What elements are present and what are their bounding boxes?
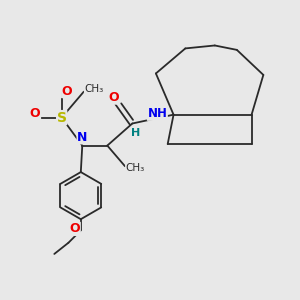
Text: NH: NH <box>147 107 167 120</box>
Text: S: S <box>57 111 67 124</box>
Text: O: O <box>30 107 40 120</box>
Text: CH₃: CH₃ <box>84 84 104 94</box>
Text: O: O <box>70 222 80 236</box>
Text: O: O <box>109 91 119 104</box>
Text: H: H <box>131 128 140 138</box>
Text: O: O <box>62 85 72 98</box>
Text: N: N <box>77 131 88 144</box>
Text: CH₃: CH₃ <box>126 163 145 173</box>
